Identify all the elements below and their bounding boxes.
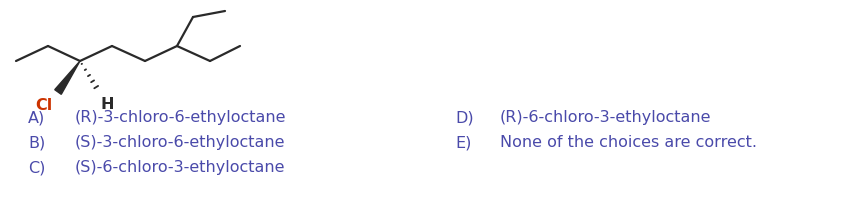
Text: (R)-6-chloro-3-ethyloctane: (R)-6-chloro-3-ethyloctane <box>500 110 712 125</box>
Text: (S)-6-chloro-3-ethyloctane: (S)-6-chloro-3-ethyloctane <box>75 160 286 175</box>
Text: (S)-3-chloro-6-ethyloctane: (S)-3-chloro-6-ethyloctane <box>75 135 286 150</box>
Text: E): E) <box>455 135 471 150</box>
Text: None of the choices are correct.: None of the choices are correct. <box>500 135 757 150</box>
Text: H: H <box>100 96 113 111</box>
Text: A): A) <box>28 110 45 125</box>
Text: D): D) <box>455 110 474 125</box>
Text: C): C) <box>28 160 45 175</box>
Text: Cl: Cl <box>35 98 52 112</box>
Text: (R)-3-chloro-6-ethyloctane: (R)-3-chloro-6-ethyloctane <box>75 110 287 125</box>
Text: B): B) <box>28 135 45 150</box>
Polygon shape <box>55 62 80 95</box>
